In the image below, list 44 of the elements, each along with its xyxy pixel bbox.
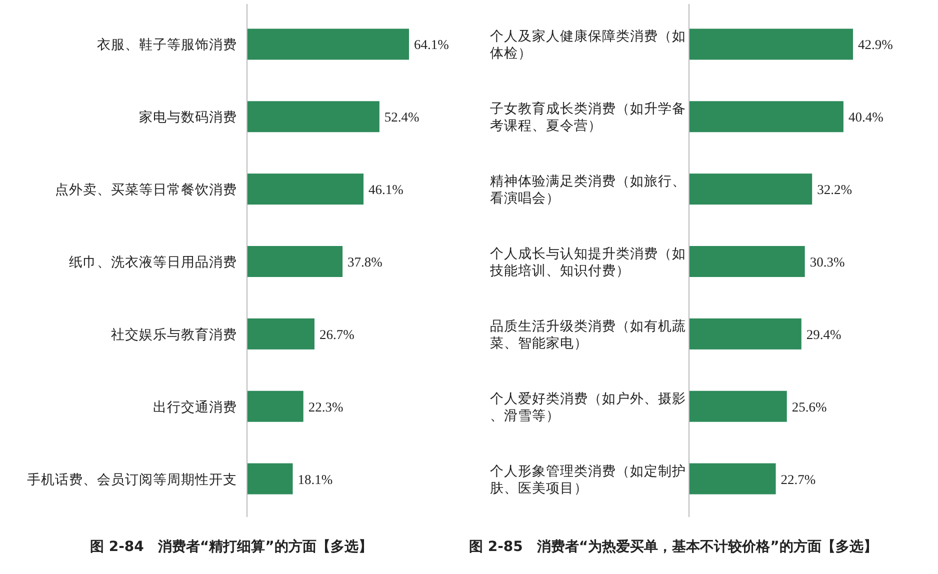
data-label: 32.2% (817, 182, 852, 198)
data-label: 22.3% (308, 399, 344, 414)
y-tick-label: 精神体验满足类消费（如旅行、看演唱会） (490, 174, 686, 206)
y-tick-label: 个人及家人健康保障类消费（如体检） (490, 28, 686, 61)
data-label: 42.9% (858, 37, 893, 52)
y-tick-label: 出行交通消费 (153, 399, 237, 414)
text: 图 2-85 消费者“为热爱买单，基本不计较价格”的方面【多选】 (469, 538, 878, 555)
bar (247, 28, 409, 60)
y-tick-label: 个人成长与认知提升类消费（如技能培训、知识付费） (489, 246, 686, 278)
bar (689, 246, 805, 277)
bar (689, 28, 853, 60)
bar (247, 101, 380, 132)
y-tick-label: 个人形象管理类消费（如定制护肤、医美项目） (490, 463, 686, 496)
data-label: 46.1% (368, 182, 404, 198)
y-tick-label: 个人爱好类消费（如户外、摄影、滑雪等） (490, 390, 686, 423)
y-tick-label: 社交娱乐与教育消费 (111, 326, 237, 342)
data-label: 30.3% (810, 254, 845, 270)
data-label: 52.4% (384, 110, 420, 125)
y-tick-label: 品质生活升级类消费（如有机蔬菜、智能家电） (490, 318, 686, 350)
data-label: 25.6% (792, 399, 827, 414)
bar (247, 246, 343, 277)
data-label: 40.4% (848, 110, 884, 125)
y-tick-label: 点外卖、买菜等日常餐饮消费 (55, 182, 237, 198)
data-label: 64.1% (414, 37, 449, 52)
bar (247, 174, 364, 205)
data-label: 37.8% (348, 254, 382, 270)
data-label: 18.1% (298, 472, 333, 487)
y-tick-label: 子女教育成长类消费（如升学备考课程、夏令营） (490, 100, 686, 134)
data-label: 29.4% (806, 326, 842, 342)
data-label: 22.7% (780, 472, 816, 487)
y-tick-label: 手机话费、会员订阅等周期性开支 (27, 472, 237, 487)
text: 图 2-84 消费者“精打细算”的方面【多选】 (90, 538, 372, 555)
data-label: 26.7% (319, 326, 354, 342)
bar (689, 101, 844, 132)
bar (247, 463, 293, 494)
y-tick-label: 纸巾、洗衣液等日用品消费 (69, 254, 237, 270)
bar (247, 390, 304, 422)
bar (689, 318, 802, 350)
y-tick-label: 家电与数码消费 (139, 110, 237, 125)
bar (689, 463, 776, 494)
bar (689, 174, 812, 205)
bar (247, 318, 314, 350)
y-tick-label: 衣服、鞋子等服饰消费 (97, 37, 237, 52)
bar (689, 390, 787, 422)
